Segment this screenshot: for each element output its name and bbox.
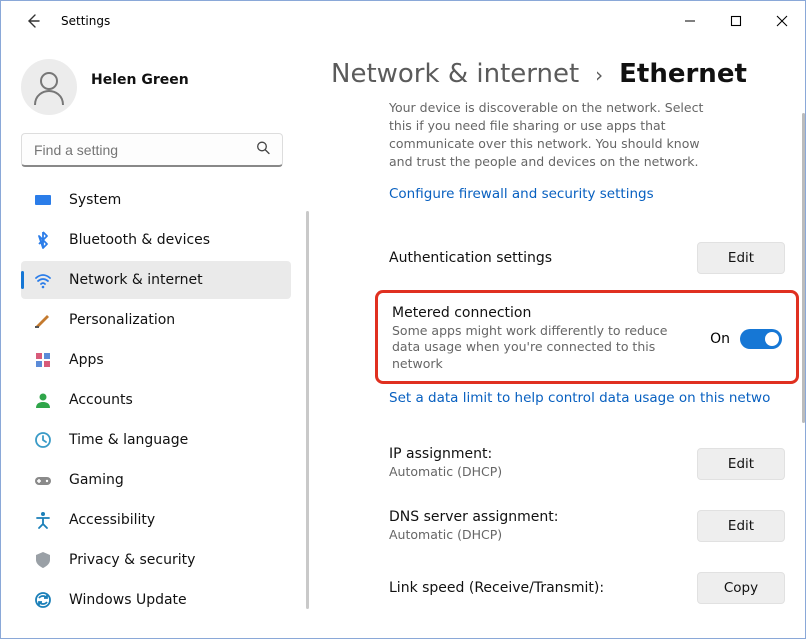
metered-state-label: On bbox=[710, 331, 730, 347]
sidebar-item-network-internet[interactable]: Network & internet bbox=[21, 261, 291, 299]
sidebar-item-apps[interactable]: Apps bbox=[21, 341, 291, 379]
breadcrumb: Network & internet › Ethernet bbox=[331, 59, 785, 89]
dns-title: DNS server assignment: bbox=[389, 509, 559, 525]
sidebar-item-gaming[interactable]: Gaming bbox=[21, 461, 291, 499]
search-icon bbox=[256, 141, 271, 160]
profile-subtext-redacted bbox=[91, 88, 211, 102]
sidebar-item-label: Windows Update bbox=[69, 592, 187, 608]
bluetooth-devices-icon bbox=[33, 230, 53, 250]
dns-edit-button[interactable]: Edit bbox=[697, 510, 785, 542]
content-area: Network & internet › Ethernet Your devic… bbox=[311, 41, 805, 638]
windows-update-icon bbox=[33, 590, 53, 610]
personalization-icon bbox=[33, 310, 53, 330]
ip-title: IP assignment: bbox=[389, 446, 502, 462]
system-icon bbox=[33, 190, 53, 210]
sidebar-item-label: Accounts bbox=[69, 392, 133, 408]
ip-edit-button[interactable]: Edit bbox=[697, 448, 785, 480]
minimize-icon bbox=[684, 15, 696, 27]
network-internet-icon bbox=[33, 270, 53, 290]
linkspeed-row: Link speed (Receive/Transmit): Copy bbox=[389, 558, 785, 604]
sidebar-item-label: Privacy & security bbox=[69, 552, 195, 568]
accessibility-icon bbox=[33, 510, 53, 530]
content-scrollbar[interactable] bbox=[802, 113, 805, 423]
linkspeed-title: Link speed (Receive/Transmit): bbox=[389, 580, 604, 596]
arrow-left-icon bbox=[25, 13, 41, 29]
person-icon bbox=[29, 67, 69, 107]
firewall-link[interactable]: Configure firewall and security settings bbox=[389, 186, 785, 202]
profile-name: Helen Green bbox=[91, 72, 211, 88]
gaming-icon bbox=[33, 470, 53, 490]
dns-assignment-row: DNS server assignment: Automatic (DHCP) … bbox=[389, 495, 785, 558]
sidebar-item-label: Apps bbox=[69, 352, 104, 368]
back-button[interactable] bbox=[23, 11, 43, 31]
ip-value: Automatic (DHCP) bbox=[389, 464, 502, 481]
chevron-right-icon: › bbox=[595, 63, 603, 87]
sidebar-item-label: Network & internet bbox=[69, 272, 203, 288]
sidebar-item-system[interactable]: System bbox=[21, 181, 291, 219]
auth-settings-row: Authentication settings Edit bbox=[389, 228, 785, 288]
sidebar-item-label: Gaming bbox=[69, 472, 124, 488]
minimize-button[interactable] bbox=[667, 5, 713, 37]
search-input[interactable] bbox=[21, 133, 283, 167]
search-wrap bbox=[21, 133, 283, 167]
metered-title: Metered connection bbox=[392, 305, 692, 321]
auth-edit-button[interactable]: Edit bbox=[697, 242, 785, 274]
sidebar-item-label: Accessibility bbox=[69, 512, 155, 528]
privacy-security-icon bbox=[33, 550, 53, 570]
maximize-icon bbox=[730, 15, 742, 27]
close-icon bbox=[776, 15, 788, 27]
auth-settings-title: Authentication settings bbox=[389, 250, 552, 266]
nav-list: System Bluetooth & devices Network & inter… bbox=[21, 181, 311, 619]
sidebar-item-label: Bluetooth & devices bbox=[69, 232, 210, 248]
sidebar-item-accessibility[interactable]: Accessibility bbox=[21, 501, 291, 539]
sidebar-scrollbar[interactable] bbox=[306, 211, 309, 609]
metered-toggle[interactable] bbox=[740, 329, 782, 349]
breadcrumb-parent[interactable]: Network & internet bbox=[331, 59, 579, 89]
sidebar-item-label: Time & language bbox=[69, 432, 188, 448]
dns-value: Automatic (DHCP) bbox=[389, 527, 559, 544]
sidebar-item-personalization[interactable]: Personalization bbox=[21, 301, 291, 339]
metered-highlight: Metered connection Some apps might work … bbox=[375, 290, 799, 385]
sidebar-item-accounts[interactable]: Accounts bbox=[21, 381, 291, 419]
data-limit-link[interactable]: Set a data limit to help control data us… bbox=[389, 390, 785, 406]
avatar bbox=[21, 59, 77, 115]
metered-row: Metered connection Some apps might work … bbox=[392, 301, 782, 374]
app-title: Settings bbox=[61, 14, 110, 28]
metered-desc: Some apps might work differently to redu… bbox=[392, 323, 692, 374]
profile-block[interactable]: Helen Green bbox=[21, 59, 311, 115]
sidebar-item-windows-update[interactable]: Windows Update bbox=[21, 581, 291, 619]
window-controls bbox=[667, 5, 805, 37]
linkspeed-copy-button[interactable]: Copy bbox=[697, 572, 785, 604]
time-language-icon bbox=[33, 430, 53, 450]
sidebar-item-label: System bbox=[69, 192, 121, 208]
title-bar: Settings bbox=[1, 1, 805, 41]
sidebar: Helen Green System Bluetooth & devices Net… bbox=[1, 41, 311, 638]
sidebar-item-label: Personalization bbox=[69, 312, 175, 328]
sidebar-item-privacy-security[interactable]: Privacy & security bbox=[21, 541, 291, 579]
sidebar-item-bluetooth-devices[interactable]: Bluetooth & devices bbox=[21, 221, 291, 259]
apps-icon bbox=[33, 350, 53, 370]
breadcrumb-current: Ethernet bbox=[619, 59, 747, 89]
sidebar-item-time-language[interactable]: Time & language bbox=[21, 421, 291, 459]
ip-assignment-row: IP assignment: Automatic (DHCP) Edit bbox=[389, 432, 785, 495]
close-button[interactable] bbox=[759, 5, 805, 37]
network-discoverable-desc: Your device is discoverable on the netwo… bbox=[389, 99, 719, 172]
maximize-button[interactable] bbox=[713, 5, 759, 37]
accounts-icon bbox=[33, 390, 53, 410]
